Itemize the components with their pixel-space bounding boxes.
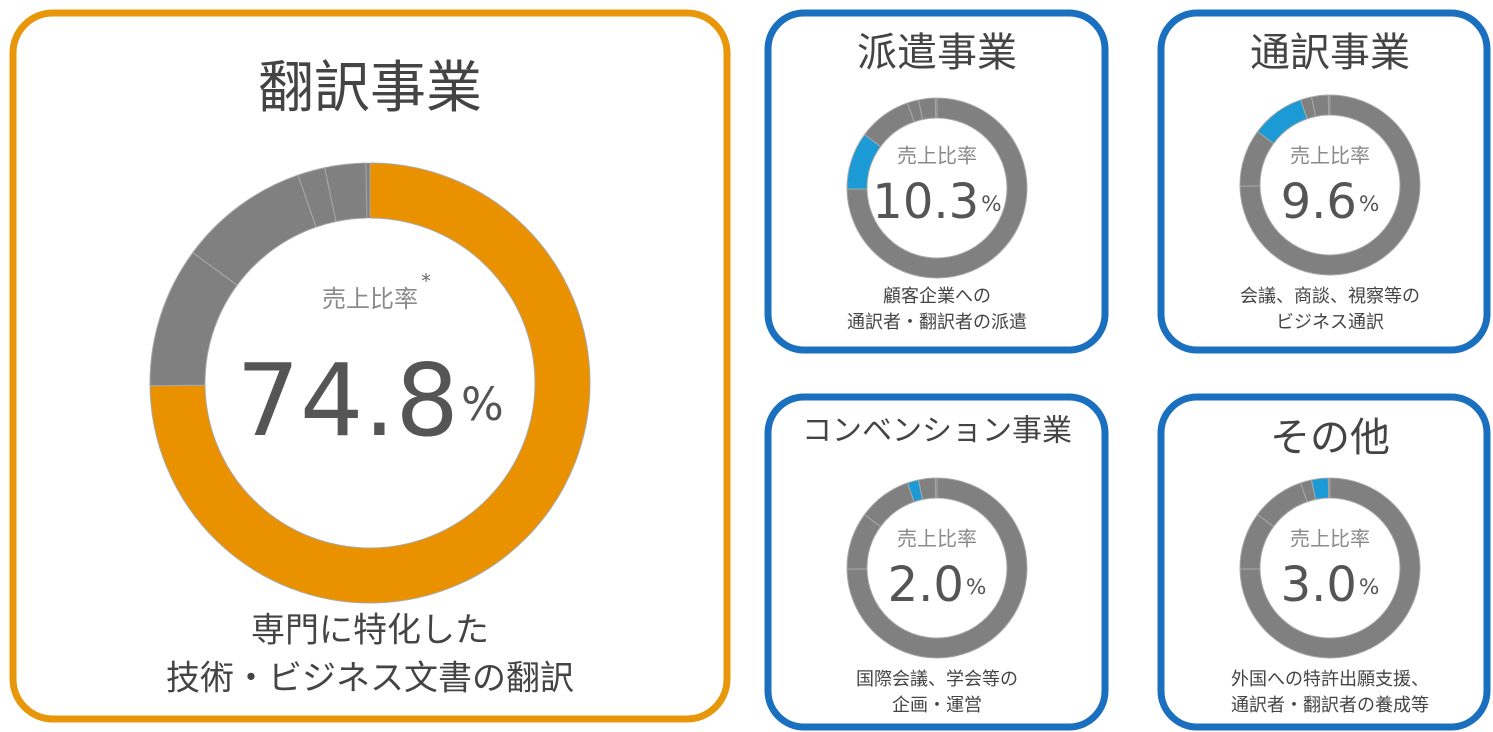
chart-title: コンベンション事業 (802, 414, 1072, 449)
description: 国際会議、学会等の (856, 669, 1018, 690)
description: 会議、商談、視察等の (1240, 286, 1420, 307)
donut-segment (917, 477, 937, 501)
donut-segment (1256, 482, 1308, 528)
description: 企画・運営 (892, 695, 982, 716)
chart-title: その他 (1270, 415, 1390, 461)
donut-segment (1239, 94, 1421, 276)
donut-segment (1256, 99, 1308, 145)
donut-segment (1239, 477, 1421, 659)
donut-segment (846, 97, 1028, 279)
center-label: 売上比率 (897, 144, 977, 168)
donut-segment (863, 482, 915, 528)
frame (1157, 393, 1491, 731)
donut-segment (1310, 94, 1330, 118)
value-label: 2.0% (888, 557, 987, 613)
main-frame (9, 9, 731, 723)
donut-segment (149, 162, 591, 604)
description: 通訳者・翻訳者の養成等 (1231, 695, 1429, 716)
center-label: 売上比率 (322, 285, 418, 313)
center-label: 売上比率 (897, 527, 977, 551)
value-label: 3.0% (1281, 557, 1380, 613)
description: ビジネス通訳 (1276, 312, 1384, 333)
donut-segment (1310, 477, 1330, 501)
description: 専門に特化した (251, 611, 489, 651)
description: 外国への特許出願支援、 (1231, 669, 1429, 690)
center-label: 売上比率 (1290, 144, 1370, 168)
donut-segment (917, 97, 937, 121)
frame (764, 9, 1109, 354)
value-label: 10.3% (872, 174, 1001, 230)
donut-segment (863, 102, 915, 148)
description: 顧客企業への (883, 286, 991, 307)
value-label: 9.6% (1281, 174, 1380, 230)
value-label: 74.8% (236, 342, 503, 459)
donut-segment (324, 162, 368, 223)
frame (1157, 9, 1491, 354)
center-label: 売上比率 (1290, 527, 1370, 551)
note-mark: * (421, 270, 431, 293)
description: 技術・ビジネス文書の翻訳 (166, 659, 574, 699)
frame (764, 393, 1109, 731)
description: 通訳者・翻訳者の派遣 (847, 312, 1027, 333)
donut-segment (846, 477, 1028, 659)
chart-title: 派遣事業 (857, 30, 1017, 76)
chart-title: 翻訳事業 (258, 56, 482, 121)
chart-title: 通訳事業 (1250, 30, 1410, 76)
